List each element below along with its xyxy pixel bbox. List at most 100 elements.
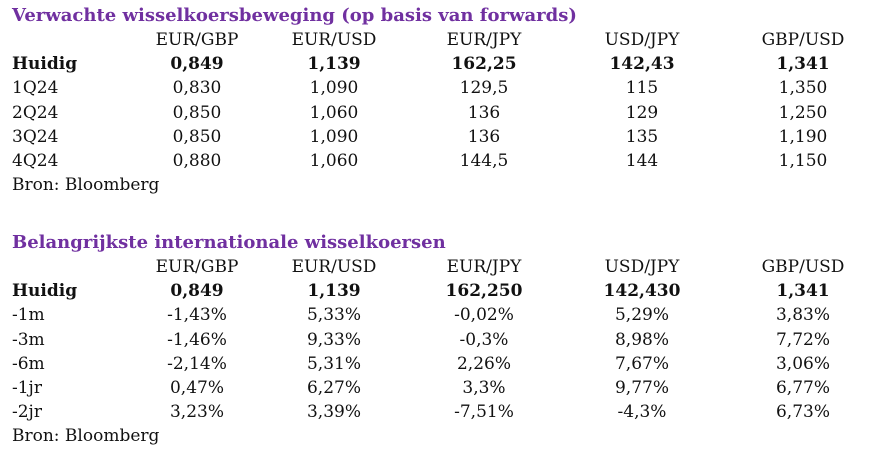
cell: 6,77% — [775, 378, 830, 399]
column-header: EUR/JPY — [446, 30, 522, 51]
cell: 136 — [467, 102, 501, 123]
forwards-table: EUR/GBP EUR/USD EUR/JPY USD/JPY GBP/USD … — [4, 28, 884, 173]
cell: 3,83% — [775, 305, 830, 326]
table-row: -2jr 3,23% 3,39% -7,51% -4,3% 6,73% — [4, 400, 884, 424]
cell: 1,139 — [307, 281, 361, 302]
cell: 135 — [625, 126, 659, 147]
cell: 1,060 — [309, 102, 359, 123]
table-row: 2Q24 0,850 1,060 136 129 1,250 — [4, 101, 884, 125]
cell: 5,31% — [306, 353, 361, 374]
cell: 142,430 — [603, 281, 681, 302]
rates-section: Belangrijkste internationale wisselkoers… — [0, 231, 885, 448]
cell: 115 — [625, 78, 659, 99]
row-label: -3m — [12, 329, 45, 350]
cell: 1,190 — [778, 126, 828, 147]
cell: 6,73% — [775, 402, 830, 423]
cell: 142,43 — [609, 54, 675, 75]
row-label: -2jr — [12, 402, 42, 423]
row-label: Huidig — [12, 281, 78, 302]
cell: 0,849 — [170, 54, 224, 75]
cell: 1,350 — [778, 78, 828, 99]
header-blank — [4, 28, 132, 52]
table-row: -1jr 0,47% 6,27% 3,3% 9,77% 6,77% — [4, 376, 884, 400]
cell: 0,880 — [172, 151, 222, 172]
cell: 0,47% — [169, 378, 224, 399]
row-label: -1jr — [12, 378, 42, 399]
forwards-title: Verwachte wisselkoersbeweging (op basis … — [12, 5, 577, 26]
table-row: 4Q24 0,880 1,060 144,5 144 1,150 — [4, 149, 884, 173]
cell: 1,090 — [309, 78, 359, 99]
column-header: USD/JPY — [604, 30, 680, 51]
source-note: Bron: Bloomberg — [12, 175, 160, 196]
column-header: USD/JPY — [604, 257, 680, 278]
column-header: EUR/USD — [291, 30, 377, 51]
cell: 5,29% — [614, 305, 669, 326]
cell: 7,72% — [775, 329, 830, 350]
row-label: -6m — [12, 353, 45, 374]
table-row: Huidig 0,849 1,139 162,25 142,43 1,341 — [4, 52, 884, 76]
cell: -1,43% — [167, 305, 227, 326]
cell: 7,67% — [614, 353, 669, 374]
cell: 1,341 — [776, 54, 830, 75]
cell: 1,090 — [309, 126, 359, 147]
cell: -4,3% — [617, 402, 667, 423]
cell: 162,250 — [445, 281, 523, 302]
forwards-section: Verwachte wisselkoersbeweging (op basis … — [0, 4, 885, 197]
column-header: GBP/USD — [761, 257, 845, 278]
table-row: Huidig 0,849 1,139 162,250 142,430 1,341 — [4, 279, 884, 303]
column-header: GBP/USD — [761, 30, 845, 51]
cell: 1,060 — [309, 151, 359, 172]
column-header: EUR/USD — [291, 257, 377, 278]
column-header: EUR/JPY — [446, 257, 522, 278]
table-row: -1m -1,43% 5,33% -0,02% 5,29% 3,83% — [4, 303, 884, 327]
cell: 8,98% — [614, 329, 669, 350]
cell: 129,5 — [459, 78, 509, 99]
cell: -7,51% — [454, 402, 514, 423]
cell: 0,830 — [172, 78, 222, 99]
cell: -2,14% — [167, 353, 227, 374]
cell: 1,250 — [778, 102, 828, 123]
table-row: -3m -1,46% 9,33% -0,3% 8,98% 7,72% — [4, 328, 884, 352]
rates-table: EUR/GBP EUR/USD EUR/JPY USD/JPY GBP/USD … — [4, 255, 884, 424]
cell: 1,150 — [778, 151, 828, 172]
cell: 5,33% — [306, 305, 361, 326]
cell: 3,39% — [306, 402, 361, 423]
table-row: 3Q24 0,850 1,090 136 135 1,190 — [4, 125, 884, 149]
cell: 2,26% — [456, 353, 511, 374]
cell: -1,46% — [167, 329, 227, 350]
cell: 144,5 — [459, 151, 509, 172]
cell: 0,850 — [172, 126, 222, 147]
row-label: -1m — [12, 305, 45, 326]
rates-title: Belangrijkste internationale wisselkoers… — [12, 232, 446, 253]
cell: 3,23% — [169, 402, 224, 423]
row-label: Huidig — [12, 54, 78, 75]
cell: 0,849 — [170, 281, 224, 302]
column-header: EUR/GBP — [155, 257, 239, 278]
rates-header-row: EUR/GBP EUR/USD EUR/JPY USD/JPY GBP/USD — [4, 255, 884, 279]
header-blank — [4, 255, 132, 279]
cell: 136 — [467, 126, 501, 147]
row-label: 3Q24 — [12, 126, 59, 147]
cell: 3,3% — [462, 378, 506, 399]
cell: 144 — [625, 151, 659, 172]
table-row: -6m -2,14% 5,31% 2,26% 7,67% 3,06% — [4, 352, 884, 376]
cell: 9,77% — [614, 378, 669, 399]
cell: -0,3% — [459, 329, 509, 350]
source-note: Bron: Bloomberg — [12, 426, 160, 447]
row-label: 2Q24 — [12, 102, 59, 123]
cell: 6,27% — [306, 378, 361, 399]
cell: 1,341 — [776, 281, 830, 302]
row-label: 4Q24 — [12, 151, 59, 172]
cell: 129 — [625, 102, 659, 123]
cell: 9,33% — [306, 329, 361, 350]
column-header: EUR/GBP — [155, 30, 239, 51]
cell: 0,850 — [172, 102, 222, 123]
cell: 162,25 — [451, 54, 517, 75]
forwards-header-row: EUR/GBP EUR/USD EUR/JPY USD/JPY GBP/USD — [4, 28, 884, 52]
row-label: 1Q24 — [12, 78, 59, 99]
cell: -0,02% — [454, 305, 514, 326]
cell: 1,139 — [307, 54, 361, 75]
table-row: 1Q24 0,830 1,090 129,5 115 1,350 — [4, 76, 884, 100]
cell: 3,06% — [775, 353, 830, 374]
